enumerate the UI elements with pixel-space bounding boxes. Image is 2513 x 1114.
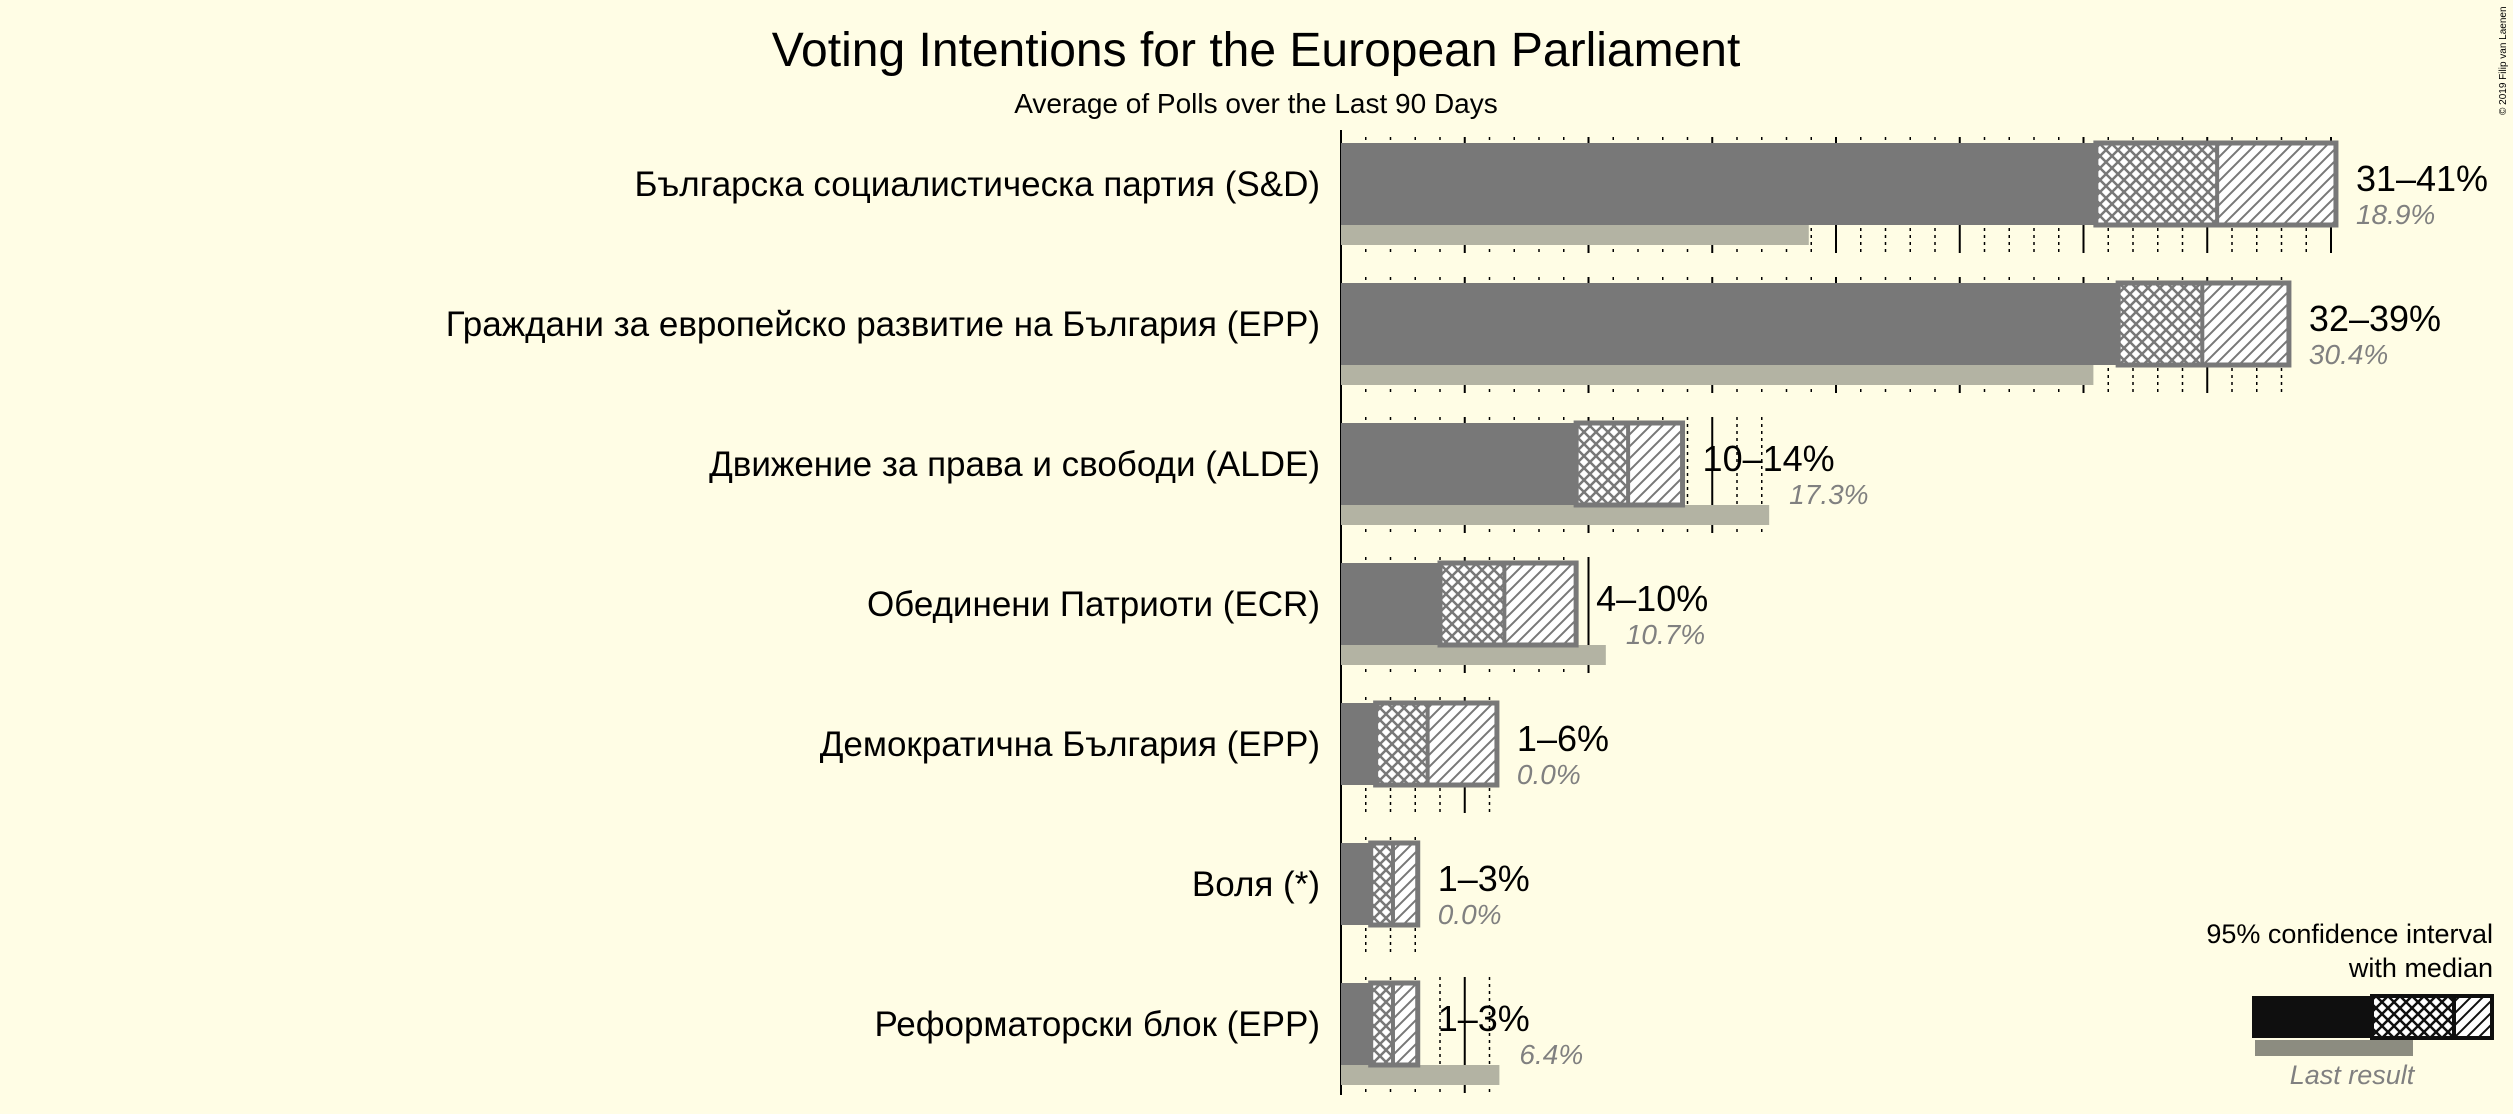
ci-upper-hatch [2202, 283, 2289, 365]
ci-lower-crosshatch [1370, 843, 1393, 925]
last-result-label: 0.0% [1517, 759, 1581, 790]
chart-subtitle: Average of Polls over the Last 90 Days [1014, 88, 1498, 119]
ci-upper-hatch [1504, 563, 1577, 645]
last-result-label: 6.4% [1519, 1039, 1583, 1070]
legend-title-line1: 95% confidence interval [2206, 919, 2493, 949]
ci-solid-bar [1341, 703, 1376, 785]
ci-lower-crosshatch [1576, 423, 1629, 505]
legend: 95% confidence interval with median Last… [2206, 919, 2494, 1090]
legend-bar-solid [2252, 996, 2372, 1038]
range-label: 1–6% [1517, 718, 1609, 759]
ci-solid-bar [1341, 983, 1371, 1065]
legend-bar-hatch [2454, 996, 2492, 1038]
ci-solid-bar [1341, 423, 1577, 505]
last-result-label: 17.3% [1789, 479, 1868, 510]
range-label: 1–3% [1438, 858, 1530, 899]
last-result-bar [1341, 225, 1809, 245]
ci-solid-bar [1341, 143, 2096, 225]
chart-title: Voting Intentions for the European Parli… [772, 24, 1741, 77]
legend-bar-crosshatch [2372, 996, 2454, 1038]
party-label: Граждани за европейско развитие на Бълга… [446, 305, 1320, 344]
ci-upper-hatch [1427, 703, 1497, 785]
party-label: Реформаторски блок (EPP) [874, 1005, 1320, 1044]
ci-solid-bar [1341, 843, 1371, 925]
range-label: 1–3% [1438, 998, 1530, 1039]
ci-lower-crosshatch [1375, 703, 1428, 785]
ci-lower-crosshatch [2118, 283, 2203, 365]
ci-lower-crosshatch [1370, 983, 1393, 1065]
ci-upper-hatch [1392, 843, 1418, 925]
legend-last-result-bar [2255, 1040, 2413, 1056]
ci-lower-crosshatch [2095, 143, 2218, 225]
ci-outline [1437, 560, 1579, 648]
last-result-bar [1341, 645, 1606, 665]
party-label: Обединени Патриоти (ECR) [867, 585, 1320, 624]
last-result-label: 0.0% [1438, 899, 1502, 930]
last-result-bar [1341, 365, 2094, 385]
party-label: Българска социалистическа партия (S&D) [634, 165, 1320, 204]
party-label: Демократична България (EPP) [820, 725, 1320, 764]
range-label: 10–14% [1703, 438, 1835, 479]
ci-solid-bar [1341, 563, 1440, 645]
ci-upper-hatch [1392, 983, 1418, 1065]
bars-layer: Българска социалистическа партия (S&D) 31… [446, 140, 2488, 1085]
range-label: 31–41% [2356, 158, 2488, 199]
legend-title-line2: with median [2348, 953, 2493, 983]
legend-bar-outline [2370, 994, 2494, 1040]
ci-upper-hatch [1628, 423, 1683, 505]
party-label: Воля (*) [1192, 865, 1320, 904]
range-label: 32–39% [2309, 298, 2441, 339]
copyright-text: © 2019 Filip van Laenen [2498, 6, 2509, 115]
ci-outline [1373, 700, 1500, 788]
last-result-bar [1341, 505, 1770, 525]
party-label: Движение за права и свободи (ALDE) [709, 445, 1320, 484]
last-result-bar [1341, 1065, 1500, 1085]
last-result-label: 30.4% [2309, 339, 2388, 370]
last-result-label: 10.7% [1626, 619, 1705, 650]
last-result-label: 18.9% [2356, 199, 2435, 230]
ci-upper-hatch [2217, 143, 2336, 225]
legend-last-result-label: Last result [2290, 1060, 2416, 1090]
ci-lower-crosshatch [1440, 563, 1505, 645]
ci-solid-bar [1341, 283, 2119, 365]
range-label: 4–10% [1596, 578, 1708, 619]
